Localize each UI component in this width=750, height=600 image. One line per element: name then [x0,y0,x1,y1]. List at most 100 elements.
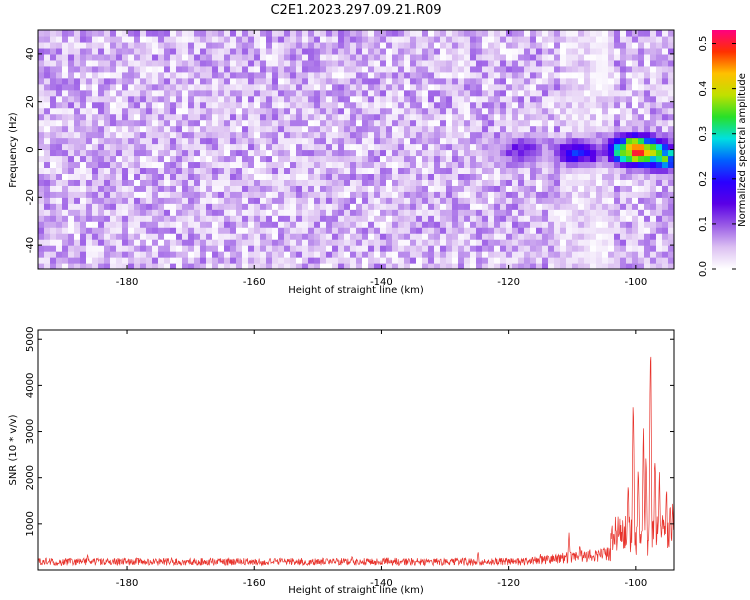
heatmap-cell [518,209,525,216]
heatmap-cell [356,131,363,139]
heatmap-cell [488,209,495,216]
heatmap-cell [662,215,669,222]
heatmap-cell [98,35,105,43]
heatmap-cell [314,65,321,73]
heatmap-cell [140,35,147,43]
heatmap-cell [620,215,627,222]
heatmap-cell [338,53,345,61]
heatmap-cell [98,125,105,133]
heatmap-cell [206,167,213,174]
heatmap-cell [104,107,111,115]
heatmap-cell [524,167,531,174]
heatmap-cell [314,107,321,115]
heatmap-cell [596,47,603,55]
heatmap-cell [440,257,447,264]
heatmap-cell [530,113,537,121]
heatmap-cell [626,35,633,43]
heatmap-cell [200,125,207,133]
heatmap-cell [356,203,363,210]
heatmap-cell [254,197,261,204]
heatmap-cell [440,209,447,216]
heatmap-cell [482,221,489,228]
heatmap-cell [428,149,435,157]
heatmap-cell [398,221,405,228]
heatmap-cell [86,239,93,246]
heatmap-cell [356,113,363,121]
heatmap-cell [230,59,237,67]
heatmap-cell [194,209,201,216]
heatmap-cell [224,131,231,139]
heatmap-cell [440,71,447,79]
heatmap-cell [362,155,369,163]
heatmap-cell [404,119,411,127]
heatmap-cell [212,41,219,49]
heatmap-cell [632,119,639,127]
heatmap-cell [104,233,111,240]
heatmap-cell [452,71,459,79]
heatmap-cell [494,197,501,204]
heatmap-cell [266,113,273,121]
heatmap-cell [212,35,219,43]
heatmap-cell [230,47,237,55]
heatmap-cell [296,149,303,157]
heatmap-cell [398,35,405,43]
heatmap-cell [524,263,531,269]
heatmap-cell [632,221,639,228]
heatmap-cell [80,30,87,37]
heatmap-cell [446,203,453,210]
heatmap-cell [662,35,669,43]
heatmap-cell [602,89,609,97]
heatmap-cell [530,89,537,97]
heatmap-cell [608,47,615,55]
heatmap-cell [656,161,663,169]
heatmap-cell [392,107,399,115]
heatmap-cell [74,65,81,73]
heatmap-cell [290,59,297,67]
heatmap-cell [104,167,111,174]
heatmap-cell [332,173,339,180]
heatmap-cell [62,251,69,258]
heatmap-cell [356,173,363,180]
heatmap-cell [308,203,315,210]
heatmap-cell [86,125,93,133]
heatmap-cell [290,30,297,37]
heatmap-cell [596,245,603,252]
heatmap-cell [296,71,303,79]
heatmap-cell [644,149,651,157]
heatmap-cell [434,257,441,264]
heatmap-cell [572,95,579,103]
heatmap-cell [98,65,105,73]
heatmap-cell [344,30,351,37]
heatmap-cell [590,35,597,43]
heatmap-cell [236,263,243,269]
heatmap-cell [188,251,195,258]
heatmap-cell [74,245,81,252]
heatmap-cell [464,47,471,55]
heatmap-cell [332,197,339,204]
heatmap-cell [482,89,489,97]
heatmap-cell [368,245,375,252]
heatmap-cell [254,119,261,127]
heatmap-cell [134,30,141,37]
heatmap-cell [110,101,117,109]
heatmap-cell [608,227,615,234]
heatmap-cell [290,161,297,169]
heatmap-cell [74,30,81,37]
heatmap-cell [662,125,669,133]
heatmap-cell [386,65,393,73]
heatmap-cell [512,209,519,216]
heatmap-cell [146,197,153,204]
heatmap-cell [338,245,345,252]
heatmap-cell [608,131,615,139]
heatmap-cell [638,173,645,180]
heatmap-cell [536,197,543,204]
heatmap-cell [284,251,291,258]
heatmap-cell [656,251,663,258]
heatmap-cell [668,65,674,73]
heatmap-cell [458,191,465,198]
heatmap-cell [542,239,549,246]
heatmap-cell [530,59,537,67]
heatmap-cell [254,251,261,258]
heatmap-cell [518,119,525,127]
heatmap-cell [176,113,183,121]
